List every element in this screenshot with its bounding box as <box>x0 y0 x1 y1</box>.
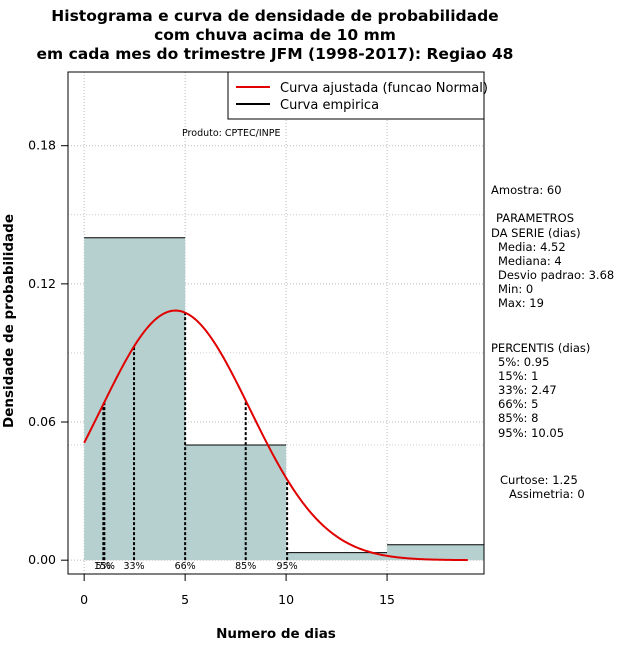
y-tick-label-3: 0.18 <box>28 138 56 153</box>
legend-box <box>227 71 485 120</box>
percentil-66: 66%: 5 <box>498 397 538 411</box>
percentil-15: 15%: 1 <box>498 369 538 383</box>
percentile-axis-label-33: 33% <box>123 561 144 572</box>
histogram-bars <box>84 237 484 561</box>
fitted-normal-curve <box>83 309 468 562</box>
histogram-bar-2 <box>185 445 287 561</box>
sample-size: Amostra: 60 <box>491 183 562 197</box>
y-tick-label-1: 0.06 <box>28 414 56 429</box>
percentile-axis-label-15: 15% <box>94 561 115 572</box>
percentil-33: 33%: 2.47 <box>498 383 557 397</box>
percentile-axis-label-95: 95% <box>277 561 298 572</box>
y-tick-label-2: 0.12 <box>28 276 56 291</box>
y-axis-title: Densidade de probabilidade <box>1 214 17 428</box>
legend-fit-label: Curva ajustada (funcao Normal) <box>280 81 488 96</box>
stats-panel: Amostra: 60 PARAMETROS DA SERIE (dias) M… <box>491 183 614 501</box>
chart-title-line-2: com chuva acima de 10 mm <box>154 26 396 44</box>
percentile-axis-label-66: 66% <box>175 561 196 572</box>
percentile-lines <box>102 312 289 561</box>
params-title-1: PARAMETROS <box>496 211 574 225</box>
axes: 0 5 10 15 0.00 0.06 0.12 0.18 <box>28 138 395 607</box>
stat-media: Media: 4.52 <box>498 240 566 254</box>
percentil-5: 5%: 0.95 <box>498 355 549 369</box>
percentile-axis-labels: 5%15% 33% 66% 85% 95% <box>94 561 298 572</box>
x-tick-label-15: 15 <box>379 592 395 607</box>
stat-desvio: Desvio padrao: 3.68 <box>498 268 614 282</box>
stat-mediana: Mediana: 4 <box>498 254 562 268</box>
stat-assimetria: Assimetria: 0 <box>509 487 585 501</box>
x-tick-label-10: 10 <box>278 592 294 607</box>
percentile-axis-label-85: 85% <box>235 561 256 572</box>
histogram-bar-3 <box>286 552 388 561</box>
y-tick-label-0: 0.00 <box>28 552 56 567</box>
x-axis-title: Numero de dias <box>216 626 336 642</box>
params-title-2: DA SERIE (dias) <box>491 226 581 240</box>
chart-title-line-3: em cada mes do trimestre JFM (1998-2017)… <box>37 45 514 63</box>
stat-max: Max: 19 <box>498 296 544 310</box>
stat-curtose: Curtose: 1.25 <box>500 473 578 487</box>
x-tick-label-5: 5 <box>181 592 189 607</box>
chart-title-line-1: Histograma e curva de densidade de proba… <box>51 7 498 25</box>
legend-empirical-label: Curva empirica <box>280 98 379 113</box>
histogram-bar-4 <box>387 544 484 561</box>
stat-min: Min: 0 <box>498 282 533 296</box>
percentil-95: 95%: 10.05 <box>498 426 564 440</box>
credit-text: Produto: CPTEC/INPE <box>182 128 281 139</box>
percentil-85: 85%: 8 <box>498 411 538 425</box>
x-tick-label-0: 0 <box>80 592 88 607</box>
percentile-axis-label-5: 5% <box>96 561 111 572</box>
percentis-title: PERCENTIS (dias) <box>491 341 590 355</box>
legend: Curva ajustada (funcao Normal) Curva emp… <box>227 71 488 120</box>
